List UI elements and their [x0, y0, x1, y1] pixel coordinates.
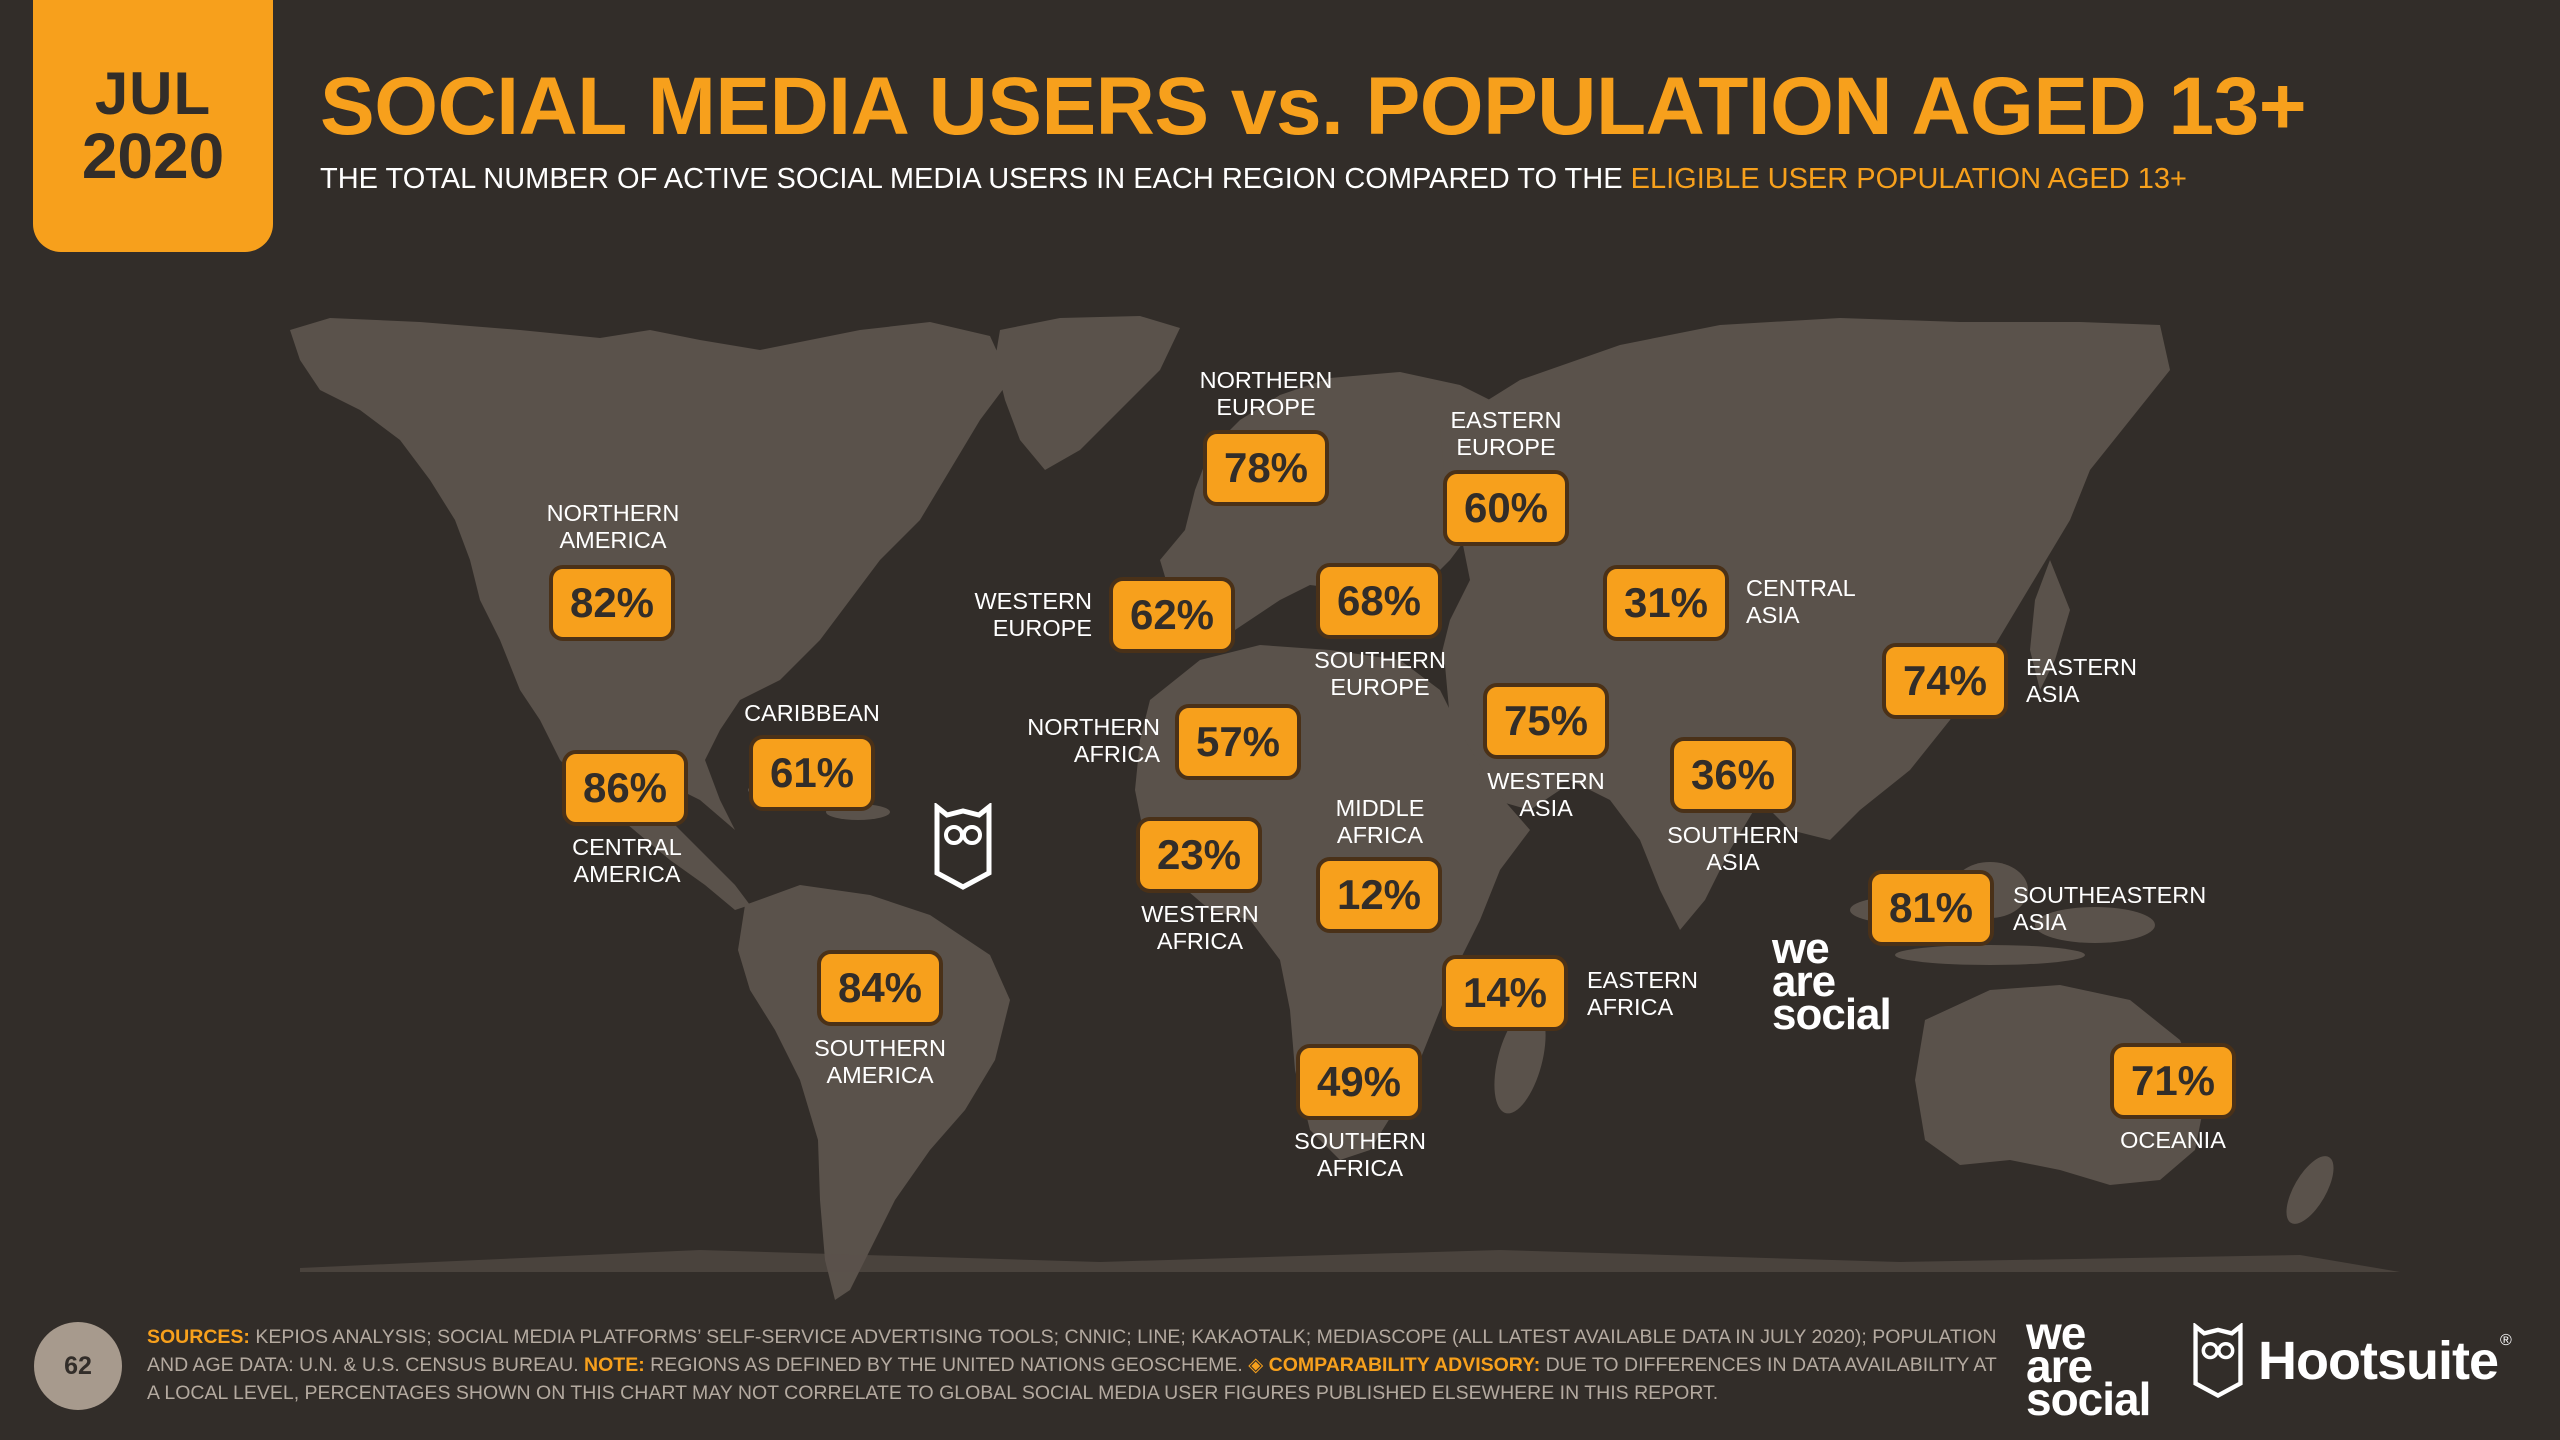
pct-box-northern-africa: 57% — [1175, 704, 1301, 780]
hootsuite-logo: Hootsuite ® — [2192, 1322, 2512, 1400]
we-are-social-logo: we are social — [2026, 1307, 2151, 1425]
pct-box-western-africa: 23% — [1136, 817, 1262, 893]
pct-box-southern-asia: 36% — [1670, 737, 1796, 813]
date-badge: JUL 2020 — [33, 0, 273, 252]
page-number: 62 — [34, 1322, 122, 1410]
hootsuite-wordmark: Hootsuite — [2258, 1331, 2499, 1391]
date-month: JUL — [94, 59, 212, 127]
continent-australia — [1915, 985, 2205, 1185]
pct-box-western-europe: 62% — [1109, 577, 1235, 653]
we-are-social-watermark: we are social — [1772, 924, 1892, 1039]
note-text: REGIONS AS DEFINED BY THE UNITED NATIONS… — [644, 1354, 1249, 1376]
pct-box-southeastern-asia: 81% — [1868, 870, 1994, 946]
advisory-label: ◈ COMPARABILITY ADVISORY: — [1248, 1354, 1541, 1376]
pct-box-southern-europe: 68% — [1316, 563, 1442, 639]
continent-asia — [1440, 318, 2170, 930]
continent-japan — [2030, 560, 2070, 690]
pct-box-southern-africa: 49% — [1296, 1044, 1422, 1120]
registered-mark: ® — [2500, 1332, 2512, 1349]
region-label-northern-africa: NORTHERN AFRICA — [1027, 714, 1160, 767]
subtitle-highlight: ELIGIBLE USER POPULATION AGED 13+ — [1630, 163, 2187, 195]
page-title: SOCIAL MEDIA USERS vs. POPULATION AGED 1… — [320, 61, 2307, 152]
pct-box-oceania: 71% — [2110, 1043, 2236, 1119]
pct-box-central-america: 86% — [562, 750, 688, 826]
pct-box-eastern-asia: 74% — [1882, 643, 2008, 719]
region-label-southern-europe: SOUTHERN EUROPE — [1314, 647, 1446, 700]
region-label-middle-africa: MIDDLE AFRICA — [1335, 795, 1425, 848]
pct-box-caribbean: 61% — [749, 735, 875, 811]
pct-box-northern-europe: 78% — [1203, 430, 1329, 506]
region-label-northern-europe: NORTHERN EUROPE — [1199, 367, 1333, 420]
pct-box-eastern-europe: 60% — [1443, 470, 1569, 546]
region-label-western-africa: WESTERN AFRICA — [1141, 901, 1259, 954]
region-label-central-america: CENTRAL AMERICA — [572, 834, 682, 887]
region-label-central-asia: CENTRAL ASIA — [1746, 575, 1856, 628]
region-label-eastern-africa: EASTERN AFRICA — [1587, 967, 1698, 1020]
continent-greenland — [995, 316, 1180, 470]
region-label-southern-asia: SOUTHERN ASIA — [1667, 822, 1799, 875]
pct-box-central-asia: 31% — [1603, 565, 1729, 641]
hootsuite-owl-icon — [934, 803, 992, 890]
region-label-southern-africa: SOUTHERN AFRICA — [1294, 1128, 1426, 1181]
page-subtitle: THE TOTAL NUMBER OF ACTIVE SOCIAL MEDIA … — [320, 163, 2187, 196]
hootsuite-owl-logo-icon — [2193, 1323, 2243, 1398]
note-label: NOTE: — [584, 1354, 645, 1376]
sources-label: SOURCES: — [147, 1326, 250, 1348]
region-label-southern-america: SOUTHERN AMERICA — [814, 1035, 946, 1088]
region-label-western-europe: WESTERN EUROPE — [974, 588, 1093, 641]
pct-box-western-asia: 75% — [1483, 683, 1609, 759]
continent-south-america — [738, 885, 1010, 1300]
sources-text: KEPIOS ANALYSIS; SOCIAL MEDIA PLATFORMS’… — [147, 1326, 1997, 1376]
region-label-caribbean: CARIBBEAN — [744, 700, 880, 726]
footer-sources: SOURCES: KEPIOS ANALYSIS; SOCIAL MEDIA P… — [147, 1323, 1997, 1407]
region-label-western-asia: WESTERN ASIA — [1487, 768, 1605, 821]
continent-antarctica — [300, 1250, 2400, 1272]
pct-box-northern-america: 82% — [549, 565, 675, 641]
region-label-eastern-asia: EASTERN ASIA — [2026, 654, 2137, 707]
subtitle-main: THE TOTAL NUMBER OF ACTIVE SOCIAL MEDIA … — [320, 163, 1631, 195]
pct-box-middle-africa: 12% — [1316, 857, 1442, 933]
region-label-eastern-europe: EASTERN EUROPE — [1450, 407, 1562, 460]
advisory-text: DUE TO DIFFERENCES IN DATA AVAILABILITY … — [147, 1354, 1997, 1404]
date-year: 2020 — [81, 119, 225, 192]
pct-box-southern-america: 84% — [817, 950, 943, 1026]
region-label-oceania: OCEANIA — [2120, 1127, 2226, 1153]
region-label-southeastern-asia: SOUTHEASTERN ASIA — [2013, 882, 2207, 935]
pct-box-eastern-africa: 14% — [1442, 955, 1568, 1031]
region-label-northern-america: NORTHERN AMERICA — [546, 500, 680, 553]
